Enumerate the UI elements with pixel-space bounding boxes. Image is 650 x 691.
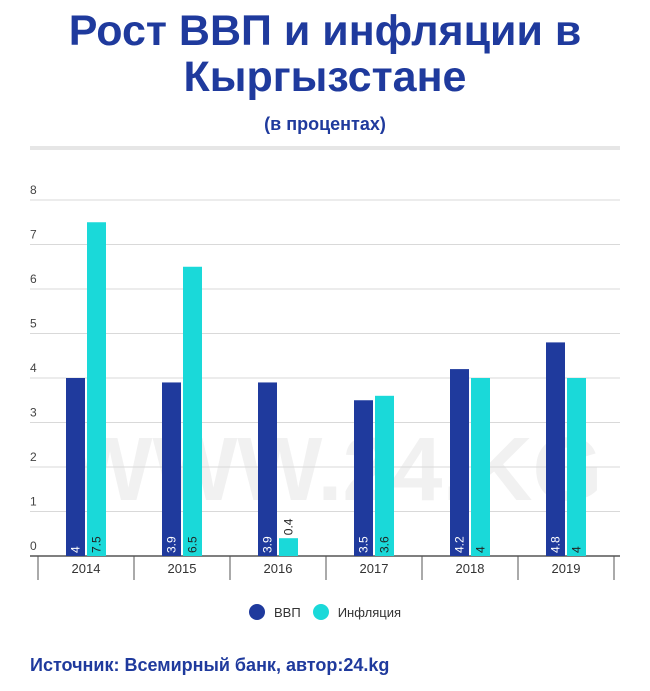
watermark: WWW.24.KG xyxy=(68,420,603,520)
x-tick-label: 2014 xyxy=(72,561,101,576)
data-label: 3.9 xyxy=(165,536,179,553)
bar-gdp xyxy=(450,369,469,556)
y-tick-label: 5 xyxy=(30,317,37,331)
legend-swatch-gdp xyxy=(249,604,265,620)
y-tick-label: 7 xyxy=(30,228,37,242)
y-tick-label: 6 xyxy=(30,272,37,286)
data-label: 4.2 xyxy=(453,536,467,553)
data-label: 3.5 xyxy=(357,536,371,553)
x-tick-label: 2018 xyxy=(456,561,485,576)
bar-inflation xyxy=(87,222,106,556)
data-label: 4 xyxy=(570,546,584,553)
y-tick-label: 1 xyxy=(30,495,37,509)
data-label: 4 xyxy=(69,546,83,553)
y-tick-label: 0 xyxy=(30,539,37,553)
legend: ВВП Инфляция xyxy=(0,604,650,620)
data-label: 0.4 xyxy=(282,518,296,535)
data-label: 3.6 xyxy=(378,536,392,553)
legend-swatch-inflation xyxy=(312,604,329,620)
y-tick-label: 3 xyxy=(30,406,37,420)
data-label: 3.9 xyxy=(261,536,275,553)
title-divider xyxy=(30,146,620,150)
data-label: 4.8 xyxy=(549,536,563,553)
x-tick-label: 2015 xyxy=(168,561,197,576)
y-tick-label: 2 xyxy=(30,450,37,464)
legend-item-inflation: Инфляция xyxy=(312,604,401,620)
bar-inflation xyxy=(279,538,298,556)
bar-inflation xyxy=(183,266,202,556)
y-tick-label: 4 xyxy=(30,361,37,375)
bar-gdp xyxy=(354,400,373,556)
legend-item-gdp: ВВП xyxy=(249,604,301,620)
bar-gdp xyxy=(162,382,181,556)
bar-chart: WWW.24.KG 0 1 2 3 4 5 6 7 8 2014 4 7.5 2015 3.9 6.5 2016… xyxy=(30,183,620,580)
bar-inflation xyxy=(375,395,394,556)
source-note: Источник: Всемирный банк, автор:24.kg xyxy=(30,655,390,675)
bar-inflation xyxy=(471,378,490,556)
data-label: 4 xyxy=(474,546,488,553)
bar-gdp xyxy=(66,378,85,556)
y-tick-label: 8 xyxy=(30,183,37,197)
bar-inflation xyxy=(567,378,586,556)
data-label: 6.5 xyxy=(186,536,200,553)
x-tick-label: 2016 xyxy=(264,561,293,576)
bar-gdp xyxy=(546,342,565,556)
bar-gdp xyxy=(258,382,277,556)
chart-subtitle: (в процентах) xyxy=(264,114,386,134)
x-tick-label: 2019 xyxy=(552,561,581,576)
x-tick-label: 2017 xyxy=(360,561,389,576)
legend-label-gdp: ВВП xyxy=(274,604,301,620)
legend-label-inflation: Инфляция xyxy=(337,604,401,620)
chart-title: Рост ВВП и инфляции в Кыргызстане xyxy=(68,7,582,101)
data-label: 7.5 xyxy=(90,536,104,553)
